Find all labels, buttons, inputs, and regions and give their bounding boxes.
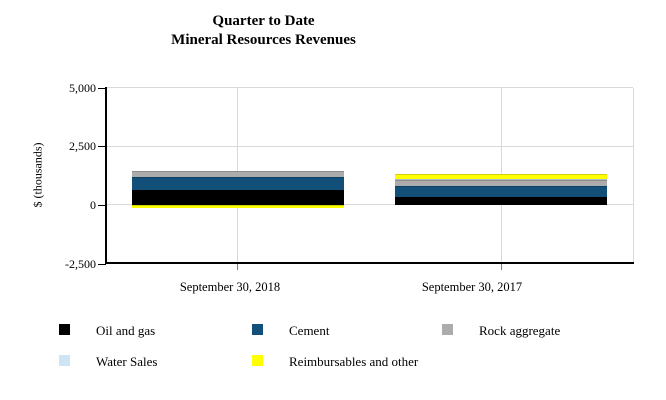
- bar-segment-rock-aggregate: [395, 180, 608, 187]
- gridline-vertical: [632, 88, 634, 263]
- chart-title-line2: Mineral Resources Revenues: [171, 32, 356, 48]
- bar-segment-oil-and-gas: [395, 196, 608, 205]
- y-axis-tick: [98, 146, 106, 147]
- legend-label-cement: Cement: [289, 323, 330, 338]
- y-tick-label-neg2500: -2,500: [65, 257, 96, 271]
- y-tick-label-0: 0: [90, 198, 96, 212]
- chart-title-line1: Quarter to Date: [212, 13, 315, 29]
- x-axis-line: [105, 262, 634, 264]
- bar-segment-rock-aggregate: [131, 170, 344, 178]
- legend-swatch-reimbursables: [252, 355, 263, 366]
- legend-swatch-water-sales: [59, 355, 70, 366]
- legend-label-water-sales: Water Sales: [96, 354, 158, 369]
- bar-segment-cement: [395, 186, 608, 197]
- y-axis-line: [105, 87, 107, 264]
- y-tick-label-2500: 2,500: [69, 139, 96, 153]
- gridline-horizontal: [106, 204, 633, 206]
- x-axis-tick: [500, 264, 502, 270]
- gridline-horizontal: [106, 87, 633, 88]
- bar-segment-water-sales: [395, 179, 608, 181]
- category-label-2017: September 30, 2017: [421, 280, 523, 294]
- gridline-horizontal: [106, 145, 633, 147]
- category-label-2018: September 30, 2018: [179, 280, 281, 294]
- x-axis-tick: [237, 264, 239, 270]
- y-axis-tick: [98, 88, 106, 89]
- legend-swatch-rock-aggregate: [442, 324, 453, 335]
- chart-title: Quarter to Date Mineral Resources Revenu…: [0, 12, 527, 50]
- y-axis-tick: [98, 264, 106, 265]
- y-axis-tick: [98, 205, 106, 206]
- legend-label-reimbursables: Reimbursables and other: [289, 354, 419, 369]
- y-axis-title: $ (thousands): [30, 142, 45, 208]
- y-tick-label-5000: 5,000: [69, 81, 96, 95]
- legend-label-oil-and-gas: Oil and gas: [96, 323, 156, 338]
- bar-segment-reimbursables-and-other: [131, 204, 344, 209]
- legend-swatch-oil-and-gas: [59, 324, 70, 335]
- legend-swatch-cement: [252, 324, 263, 335]
- bar-segment-reimbursables-and-other: [395, 174, 608, 179]
- bar-segment-cement: [131, 177, 344, 191]
- legend-label-rock-aggregate: Rock aggregate: [479, 323, 561, 338]
- bar-segment-oil-and-gas: [131, 190, 344, 205]
